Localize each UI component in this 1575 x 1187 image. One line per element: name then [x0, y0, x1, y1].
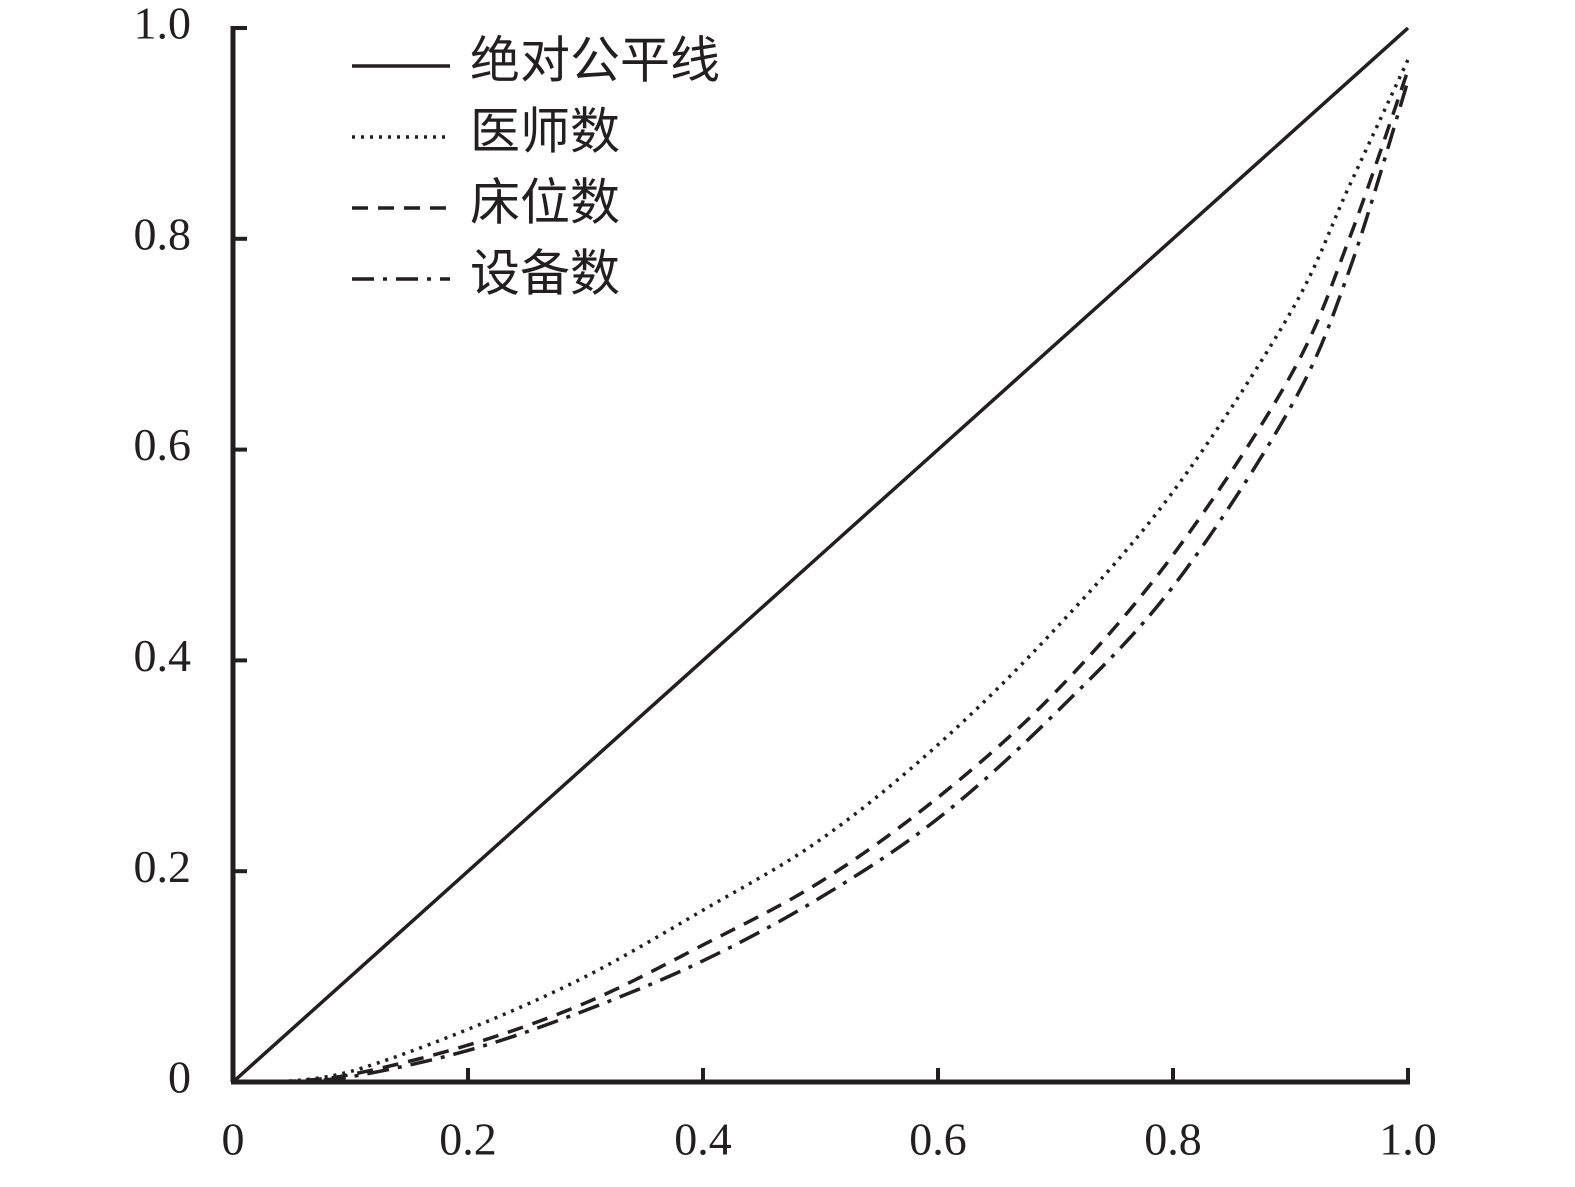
series-line [231, 26, 1410, 1084]
y-tick-label: 0.6 [134, 419, 192, 470]
series-line [279, 80, 1410, 1084]
y-tick-label: 0.2 [134, 841, 192, 892]
y-tick-label: 0.4 [134, 630, 192, 681]
legend-label: 床位数 [470, 174, 620, 230]
x-tick-label: 0.2 [439, 1114, 497, 1165]
y-tick-label: 0 [168, 1052, 191, 1103]
legend-label: 医师数 [470, 103, 620, 159]
x-tick-label: 1.0 [1379, 1114, 1437, 1165]
x-tick-label: 0 [222, 1114, 245, 1165]
legend-label: 设备数 [470, 245, 620, 301]
series-line [279, 69, 1410, 1084]
y-tick-label: 0.8 [134, 208, 192, 259]
x-tick-label: 0.8 [1144, 1114, 1202, 1165]
y-tick-label: 1.0 [134, 0, 192, 49]
x-tick-label: 0.6 [909, 1114, 967, 1165]
legend-label: 绝对公平线 [470, 32, 720, 88]
series-line [279, 58, 1410, 1084]
x-tick-label: 0.4 [674, 1114, 732, 1165]
